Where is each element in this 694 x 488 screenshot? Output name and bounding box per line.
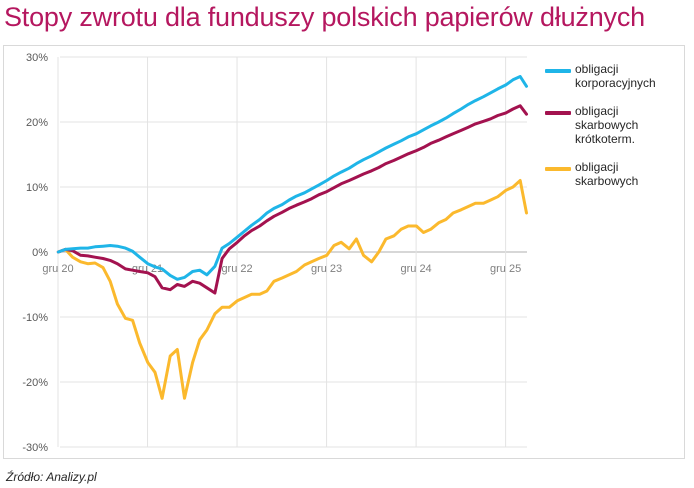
legend-label-treasury: obligacji skarbowych: [575, 160, 639, 188]
series-line-1: [56, 104, 528, 295]
x-tick-label: gru 24: [400, 263, 431, 275]
y-tick-label: -20%: [22, 377, 48, 389]
x-axis-ticks: gru 20 gru 21 gru 22 gru 23 gru 24 gru 25: [42, 263, 521, 275]
y-tick-label: 30%: [26, 52, 48, 64]
legend-label-short-term-treasury: obligacji skarbowych krótkoterm.: [575, 104, 639, 146]
chart-grid: [57, 56, 527, 448]
x-tick-label: gru 25: [490, 263, 521, 275]
legend-swatch-treasury: [545, 167, 571, 171]
chart-legend: obligacji korporacyjnych obligacji skarb…: [545, 62, 685, 202]
legend-label-corporate: obligacji korporacyjnych: [575, 62, 656, 90]
x-tick-label: gru 22: [221, 263, 252, 275]
legend-item-corporate: obligacji korporacyjnych: [545, 62, 685, 90]
legend-item-short-term-treasury: obligacji skarbowych krótkoterm.: [545, 104, 685, 146]
chart-series: [56, 75, 528, 400]
x-tick-label: gru 23: [311, 263, 342, 275]
x-tick-label: gru 20: [42, 263, 73, 275]
legend-swatch-corporate: [545, 69, 571, 73]
chart-title: Stopy zwrotu dla funduszy polskich papie…: [4, 2, 645, 32]
series-line-2: [56, 179, 528, 400]
y-tick-label: 10%: [26, 182, 48, 194]
y-tick-label: -30%: [22, 442, 48, 454]
y-tick-label: 20%: [26, 117, 48, 129]
legend-item-treasury: obligacji skarbowych: [545, 160, 685, 188]
legend-swatch-short-term-treasury: [545, 111, 571, 115]
y-tick-label: 0%: [32, 247, 48, 259]
y-tick-label: -10%: [22, 312, 48, 324]
source-note: Źródło: Analizy.pl: [6, 470, 97, 484]
y-axis-ticks: 30% 20% 10% 0% -10% -20% -30%: [22, 52, 48, 454]
chart-frame: [3, 45, 685, 459]
series-line-0: [56, 75, 528, 281]
